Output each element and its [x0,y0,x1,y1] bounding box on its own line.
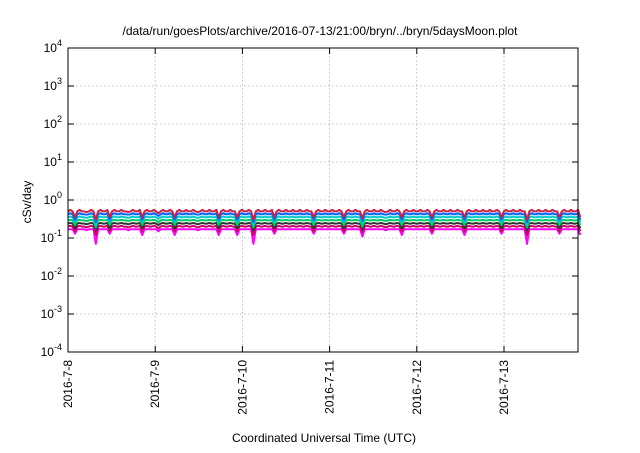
y-tick-exponent: -1 [54,228,62,238]
y-tick-exponent: 3 [57,76,62,86]
x-tick-label: 2016-7-9 [148,360,162,408]
y-tick-label: 10-4 [41,342,62,359]
x-tick-label: 2016-7-8 [61,360,75,408]
y-tick-label: 104 [44,38,62,55]
series-layer [67,208,582,245]
plot-border [67,47,579,353]
x-tick-label: 2016-7-11 [323,360,337,414]
y-tick-exponent: -4 [54,342,62,352]
y-tick-base: 10 [44,41,58,55]
series-line [67,218,582,229]
x-axis-label: Coordinated Universal Time (UTC) [232,431,416,445]
y-tick-label: 101 [44,152,62,169]
y-tick-label: 10-1 [41,228,62,245]
x-tick-labels: 2016-7-8 2016-7-9 2016-7-10 2016-7-11 2016-7… [61,360,511,415]
y-tick-label: 10-3 [41,304,62,321]
y-axis-label: cSv/day [20,181,34,224]
y-tick-exponent: 2 [57,114,62,124]
y-tick-exponent: -3 [54,304,62,314]
y-tick-base: 10 [44,193,58,207]
y-tick-label: 10-2 [41,266,62,283]
chart-title: /data/run/goesPlots/archive/2016-07-13/2… [123,24,519,38]
series-line [67,215,582,226]
y-tick-exponent: 4 [57,38,62,48]
x-tick-label: 2016-7-13 [497,360,511,415]
y-tick-exponent: 1 [57,152,62,162]
y-tick-label: 100 [44,190,62,207]
y-tick-base: 10 [44,79,58,93]
y-tick-base: 10 [41,307,55,321]
y-tick-base: 10 [41,345,55,359]
series-line [67,212,582,224]
y-tick-exponent: 0 [57,190,62,200]
x-tick-label: 2016-7-10 [235,360,249,415]
y-tick-base: 10 [41,231,55,245]
y-tick-base: 10 [41,269,55,283]
y-tick-label: 103 [44,76,62,93]
y-tick-exponent: -2 [54,266,62,276]
plot-frame [67,47,579,353]
series-line [67,208,582,221]
series-line [67,221,582,232]
y-tick-base: 10 [44,155,58,169]
x-tick-label: 2016-7-12 [410,360,424,415]
series-line [67,224,582,236]
grid-lines [68,47,578,353]
series-line [68,228,582,245]
y-tick-base: 10 [44,117,58,131]
y-tick-label: 102 [44,114,62,131]
